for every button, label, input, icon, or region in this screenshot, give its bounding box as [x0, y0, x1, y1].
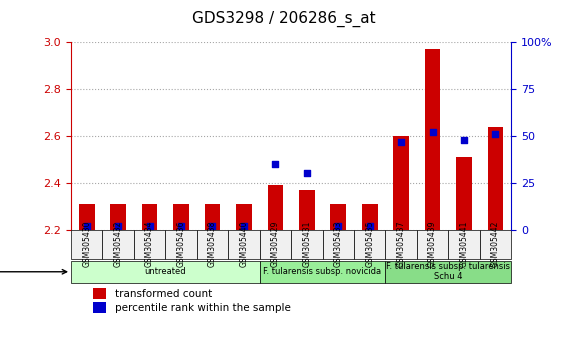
Point: [491, 131, 500, 137]
Point: [82, 223, 91, 229]
Bar: [110, 204, 126, 229]
Point: [334, 223, 343, 229]
Text: GDS3298 / 206286_s_at: GDS3298 / 206286_s_at: [192, 11, 376, 27]
FancyBboxPatch shape: [197, 229, 228, 259]
Bar: [299, 190, 315, 229]
Text: F. tularensis subsp. tularensis
Schu 4: F. tularensis subsp. tularensis Schu 4: [386, 262, 510, 281]
Bar: [236, 204, 252, 229]
Bar: [425, 50, 440, 229]
Text: GSM305432: GSM305432: [114, 221, 123, 267]
Text: GSM305434: GSM305434: [145, 221, 154, 268]
FancyBboxPatch shape: [134, 229, 165, 259]
Bar: [393, 136, 409, 229]
Text: transformed count: transformed count: [115, 289, 212, 298]
Bar: [93, 302, 106, 313]
Text: GSM305430: GSM305430: [82, 221, 91, 268]
Point: [271, 161, 280, 167]
FancyBboxPatch shape: [260, 261, 386, 283]
Text: GSM305438: GSM305438: [208, 221, 217, 267]
Text: GSM305437: GSM305437: [396, 221, 406, 268]
FancyBboxPatch shape: [354, 229, 386, 259]
Bar: [204, 204, 220, 229]
Text: GSM305429: GSM305429: [271, 221, 280, 267]
Text: GSM305440: GSM305440: [240, 221, 248, 268]
Point: [396, 139, 406, 144]
Text: untreated: untreated: [144, 267, 186, 276]
Point: [177, 223, 186, 229]
Point: [302, 171, 311, 176]
Point: [145, 223, 154, 229]
Bar: [487, 127, 503, 229]
Bar: [173, 204, 189, 229]
Point: [428, 130, 437, 135]
Point: [239, 223, 248, 229]
Bar: [331, 204, 346, 229]
Bar: [142, 204, 157, 229]
Text: GSM305442: GSM305442: [491, 221, 500, 267]
Point: [460, 137, 469, 143]
Point: [208, 223, 217, 229]
FancyBboxPatch shape: [228, 229, 260, 259]
FancyBboxPatch shape: [260, 229, 291, 259]
FancyBboxPatch shape: [71, 229, 102, 259]
Text: GSM305439: GSM305439: [428, 221, 437, 268]
FancyBboxPatch shape: [386, 229, 417, 259]
Text: GSM305436: GSM305436: [177, 221, 186, 268]
FancyBboxPatch shape: [323, 229, 354, 259]
Bar: [268, 185, 283, 229]
Text: GSM305433: GSM305433: [334, 221, 343, 268]
Text: F. tularensis subsp. novicida: F. tularensis subsp. novicida: [264, 267, 382, 276]
FancyBboxPatch shape: [386, 261, 511, 283]
Text: infection: infection: [0, 267, 66, 277]
FancyBboxPatch shape: [291, 229, 323, 259]
Bar: [79, 204, 95, 229]
FancyBboxPatch shape: [102, 229, 134, 259]
Bar: [456, 157, 472, 229]
Point: [365, 223, 374, 229]
Text: percentile rank within the sample: percentile rank within the sample: [115, 303, 291, 313]
Text: GSM305441: GSM305441: [460, 221, 469, 267]
FancyBboxPatch shape: [165, 229, 197, 259]
Point: [114, 223, 123, 229]
FancyBboxPatch shape: [480, 229, 511, 259]
FancyBboxPatch shape: [448, 229, 480, 259]
Text: GSM305435: GSM305435: [365, 221, 374, 268]
Bar: [362, 204, 378, 229]
Text: GSM305431: GSM305431: [302, 221, 311, 267]
FancyBboxPatch shape: [417, 229, 448, 259]
FancyBboxPatch shape: [71, 261, 260, 283]
Bar: [93, 288, 106, 299]
